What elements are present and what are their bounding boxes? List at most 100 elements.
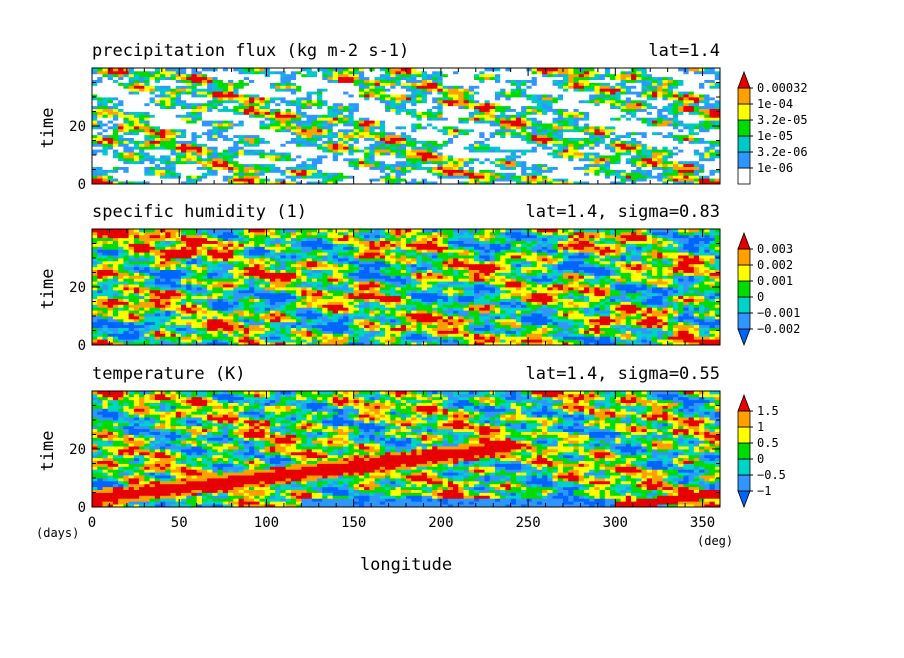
field-cell <box>573 88 579 91</box>
field-cell <box>113 85 119 88</box>
field-cell <box>218 138 224 141</box>
field-cell <box>636 158 642 161</box>
field-cell <box>683 123 689 126</box>
field-cell <box>437 175 443 178</box>
field-cell <box>657 83 663 86</box>
field-cell <box>291 170 297 173</box>
field-cell <box>364 74 370 77</box>
field-cell <box>542 85 548 88</box>
field-cell <box>600 80 606 83</box>
field-cell <box>176 88 182 91</box>
field-cell <box>474 74 480 77</box>
field-cell <box>317 88 323 91</box>
field-cell <box>500 114 506 117</box>
field-cell <box>291 109 297 112</box>
field-cell <box>113 172 119 175</box>
field-cell <box>464 77 470 80</box>
field-cell <box>233 109 239 112</box>
field-cell <box>547 141 553 144</box>
field-cell <box>343 103 349 106</box>
field-cell <box>191 155 197 158</box>
field-cell <box>171 158 177 161</box>
field-cell <box>307 138 313 141</box>
field-cell <box>479 120 485 123</box>
field-cell <box>464 103 470 106</box>
field-cell <box>485 123 491 126</box>
field-cell <box>558 83 564 86</box>
field-cell <box>547 149 553 152</box>
field-cell <box>652 117 658 120</box>
field-cell <box>626 91 632 94</box>
field-cell <box>118 161 124 164</box>
field-cell <box>443 83 449 86</box>
field-cell <box>160 112 166 115</box>
field-cell <box>301 143 307 146</box>
field-cell <box>469 114 475 117</box>
field-cell <box>469 88 475 91</box>
field-cell <box>312 164 318 167</box>
field-cell <box>155 91 161 94</box>
field-cell <box>385 149 391 152</box>
field-cell <box>511 106 517 109</box>
field-cell <box>307 135 313 138</box>
field-cell <box>228 141 234 144</box>
field-cell <box>626 178 632 181</box>
field-cell <box>139 161 145 164</box>
field-cell <box>160 80 166 83</box>
field-cell <box>343 135 349 138</box>
field-cell <box>364 161 370 164</box>
field-cell <box>280 74 286 77</box>
field-cell <box>458 77 464 80</box>
field-cell <box>563 100 569 103</box>
field-cell <box>673 146 679 149</box>
field-cell <box>343 178 349 181</box>
field-cell <box>689 129 695 132</box>
field-cell <box>291 77 297 80</box>
field-cell <box>265 71 271 74</box>
field-cell <box>422 164 428 167</box>
field-cell <box>239 129 245 132</box>
field-cell <box>108 155 114 158</box>
field-cell <box>218 175 224 178</box>
field-cell <box>239 103 245 106</box>
field-cell <box>642 175 648 178</box>
field-cell <box>359 146 365 149</box>
field-cell <box>369 164 375 167</box>
field-cell <box>113 146 119 149</box>
field-cell <box>259 103 265 106</box>
field-cell <box>191 126 197 129</box>
field-cell <box>191 135 197 138</box>
field-cell <box>364 164 370 167</box>
field-cell <box>464 178 470 181</box>
field-cell <box>118 123 124 126</box>
field-cell <box>547 164 553 167</box>
field-cell <box>699 126 705 129</box>
field-cell <box>610 146 616 149</box>
field-cell <box>160 141 166 144</box>
field-cell <box>657 74 663 77</box>
field-cell <box>291 129 297 132</box>
field-cell <box>694 112 700 115</box>
field-cell <box>165 158 171 161</box>
field-cell <box>390 143 396 146</box>
field-cell <box>280 141 286 144</box>
field-cell <box>118 170 124 173</box>
field-cell <box>134 126 140 129</box>
field-cell <box>322 164 328 167</box>
field-cell <box>212 71 218 74</box>
field-cell <box>338 164 344 167</box>
field-cell <box>573 103 579 106</box>
field-cell <box>102 135 108 138</box>
field-cell <box>490 170 496 173</box>
field-cell <box>432 178 438 181</box>
field-cell <box>458 175 464 178</box>
field-cell <box>490 141 496 144</box>
field-cell <box>139 114 145 117</box>
field-cell <box>244 141 250 144</box>
field-cell <box>186 83 192 86</box>
field-cell <box>296 138 302 141</box>
field-cell <box>333 161 339 164</box>
field-cell <box>359 175 365 178</box>
field-cell <box>270 103 276 106</box>
field-cell <box>532 83 538 86</box>
